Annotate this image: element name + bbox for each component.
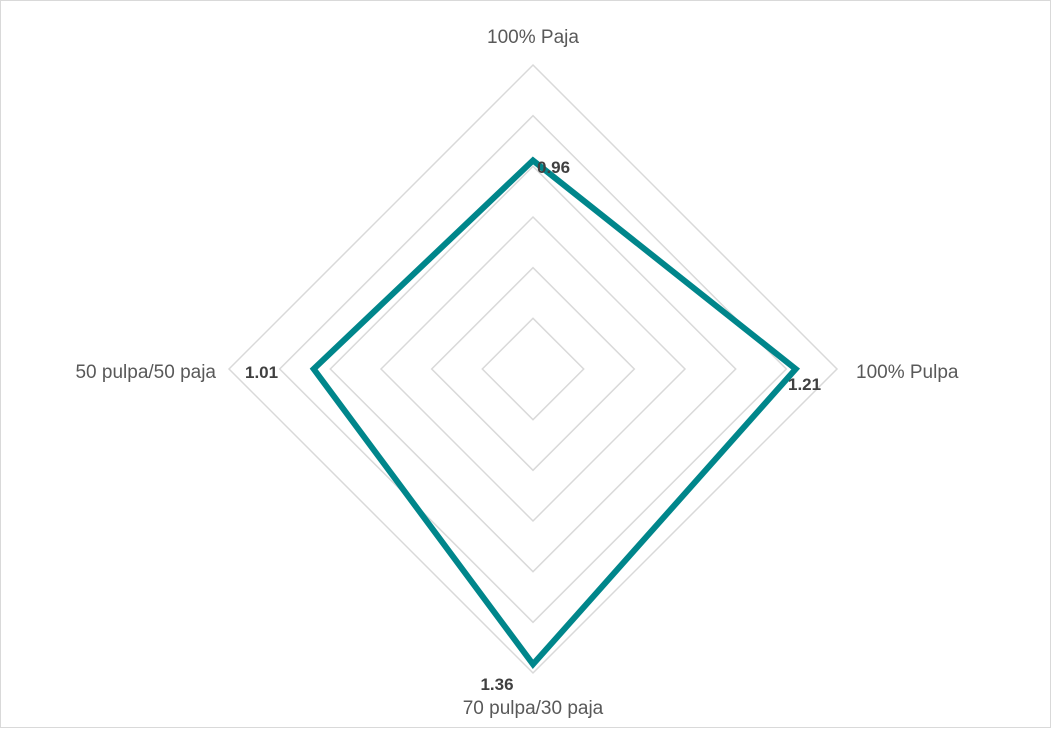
radar-grid [229, 65, 837, 673]
data-label-100-pulpa: 1.21 [788, 375, 821, 394]
category-label-70-30: 70 pulpa/30 paja [463, 698, 604, 719]
category-label-100-pulpa: 100% Pulpa [856, 362, 959, 383]
data-label-50-50: 1.01 [245, 363, 278, 382]
grid-ring [229, 65, 837, 673]
series-line-0 [314, 161, 796, 665]
category-label-50-50: 50 pulpa/50 paja [75, 362, 216, 383]
data-label-70-30: 1.36 [480, 675, 513, 694]
grid-ring [330, 166, 735, 571]
category-label-100-paja: 100% Paja [487, 27, 579, 48]
grid-ring [482, 318, 583, 419]
grid-ring [432, 268, 635, 471]
grid-ring [280, 116, 787, 623]
data-label-100-paja: 0.96 [537, 158, 570, 177]
series-layer [314, 160, 796, 664]
